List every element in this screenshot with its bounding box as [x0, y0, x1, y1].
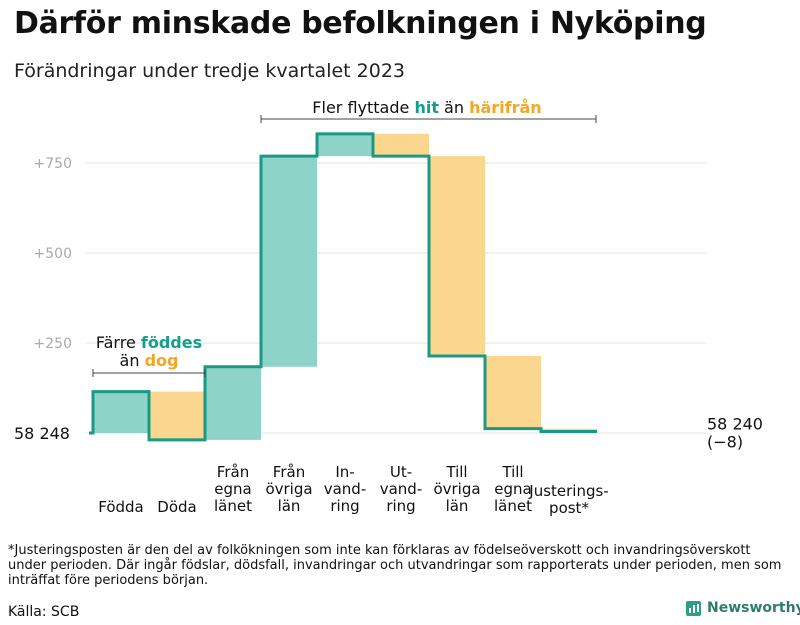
y-tick-label: +750 [34, 156, 72, 172]
category-label: Till egna länet [494, 463, 532, 515]
category-label: Födda [98, 498, 144, 516]
waterfall-bar [205, 366, 261, 440]
category-label: In-vand-ring [324, 463, 367, 515]
waterfall-bar [429, 156, 485, 356]
annotation-births-deaths-line2: än dog [120, 351, 179, 370]
waterfall-bar [149, 391, 205, 440]
category-label: Justerings-post* [528, 482, 608, 517]
waterfall-chart: +250 +500 +750 Födda Döda Från egna länet Från öv… [14, 98, 763, 517]
start-value-label: 58 248 [14, 424, 70, 443]
category-label: Döda [157, 498, 196, 516]
footnote: *Justeringsposten är den del av folkökni… [8, 543, 782, 588]
brand-name: Newsworthy [707, 600, 800, 616]
category-label: Från övriga län [265, 463, 312, 515]
waterfall-bar [317, 133, 373, 157]
source-label: Källa: SCB [8, 604, 80, 620]
waterfall-bar [373, 133, 429, 157]
y-tick-label: +500 [34, 246, 72, 262]
waterfall-step-line [89, 132, 597, 442]
chart-title: Därför minskade befolkningen i Nyköping [14, 6, 707, 41]
category-label: Ut-vand-ring [380, 463, 423, 515]
waterfall-bar [485, 355, 541, 429]
chart-subtitle: Förändringar under tredje kvartalet 2023 [14, 60, 406, 82]
end-change-label: (−8) [707, 433, 743, 452]
y-tick-label: +250 [34, 336, 72, 352]
end-value-label: 58 240 [707, 415, 763, 434]
newsworthy-logo-icon [686, 600, 701, 616]
annotation-births-deaths: Färre föddes [96, 333, 202, 352]
waterfall-bar [261, 156, 317, 367]
category-label: Till övriga län [433, 463, 480, 515]
category-label: Från egna länet [214, 463, 252, 515]
brand-logo: Newsworthy [686, 600, 800, 616]
annotation-migration: Fler flyttade hit än härifrån [312, 98, 541, 117]
waterfall-bar [93, 391, 149, 433]
